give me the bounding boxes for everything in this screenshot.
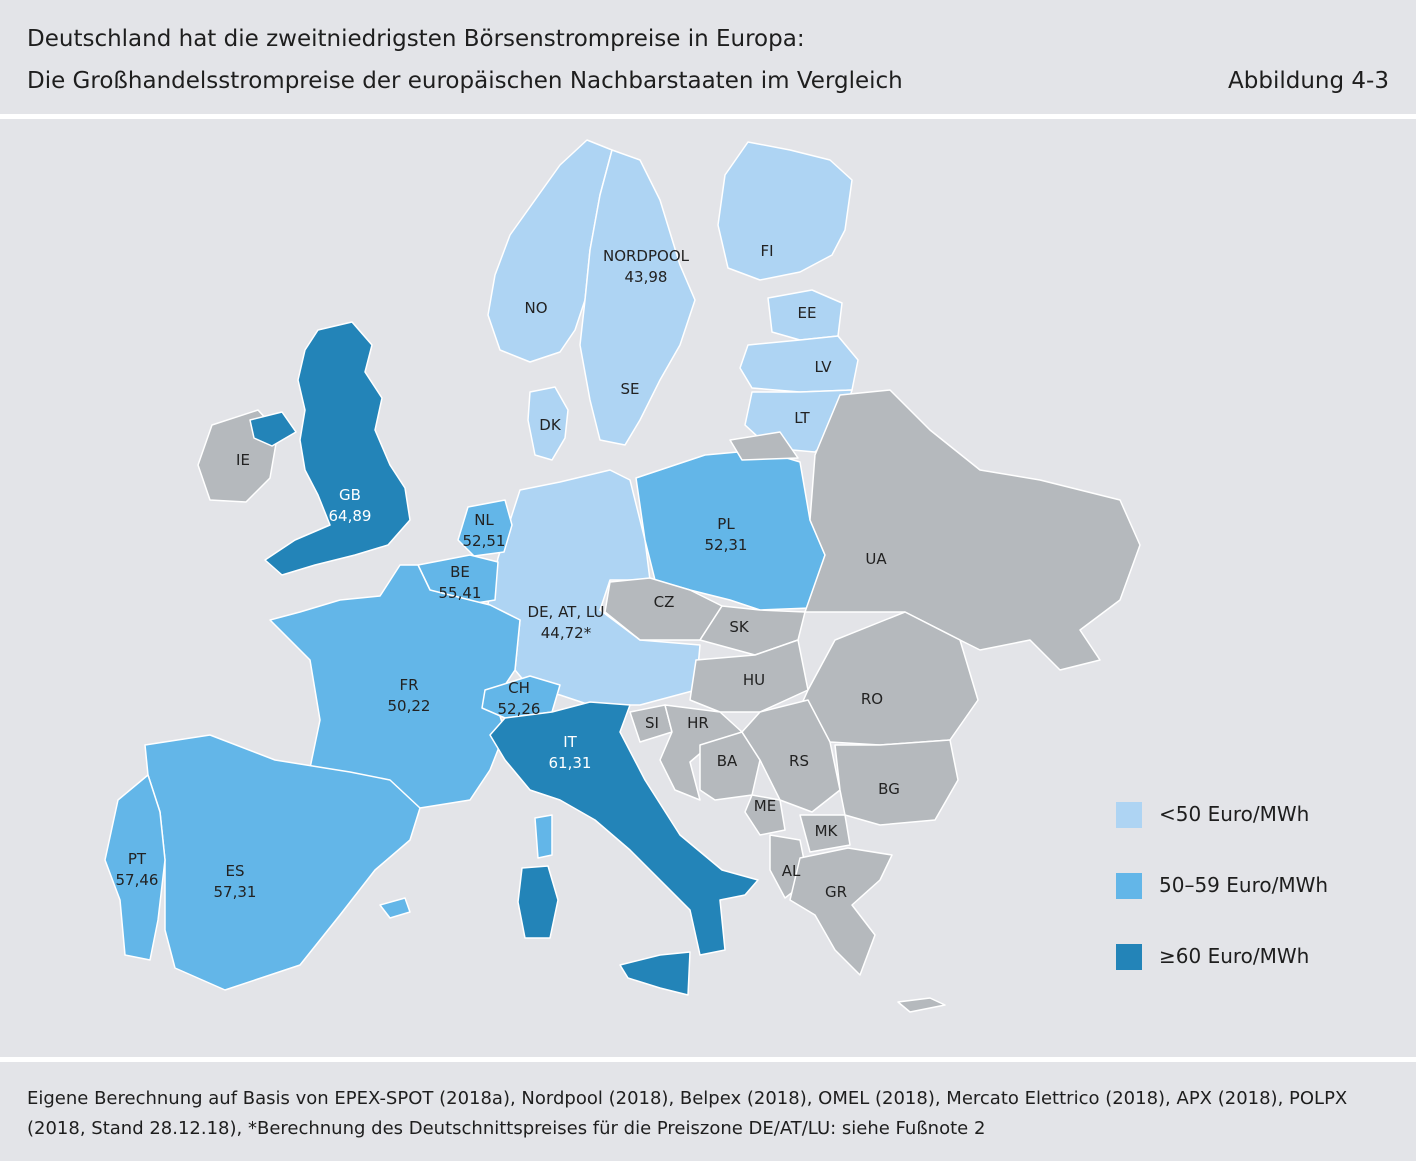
legend-label-low: <50 Euro/MWh — [1159, 802, 1310, 826]
source-line-2: (2018, Stand 28.12.18), *Berechnung des … — [27, 1118, 986, 1139]
figure-label: Abbildung 4-3 — [1228, 68, 1389, 94]
legend-swatch-high — [1116, 944, 1142, 970]
region-balearics — [379, 897, 411, 919]
label-ro: RO — [861, 690, 883, 708]
region-crete — [897, 997, 946, 1013]
region-kaliningrad — [729, 431, 799, 461]
region-bg — [834, 739, 959, 826]
label-gb: GB — [339, 486, 361, 504]
label-ee: EE — [798, 304, 817, 322]
region-mk — [799, 814, 851, 853]
region-me — [744, 794, 786, 836]
price-gb: 64,89 — [329, 507, 372, 525]
price-nordpool: 43,98 — [625, 268, 668, 286]
label-lt: LT — [794, 409, 810, 427]
price-fr: 50,22 — [388, 697, 431, 715]
legend-label-mid: 50–59 Euro/MWh — [1159, 873, 1329, 897]
label-bg: BG — [878, 780, 900, 798]
legend-swatch-low — [1116, 802, 1142, 828]
label-lv: LV — [815, 358, 833, 376]
price-it: 61,31 — [549, 754, 592, 772]
source-line-1: Eigene Berechnung auf Basis von EPEX-SPO… — [27, 1088, 1348, 1109]
label-sk: SK — [729, 618, 750, 636]
label-ua: UA — [865, 550, 887, 568]
legend-label-high: ≥60 Euro/MWh — [1159, 944, 1310, 968]
label-cz: CZ — [654, 593, 675, 611]
label-nl: NL — [474, 511, 494, 529]
label-fr: FR — [399, 676, 418, 694]
region-lv — [739, 335, 859, 393]
label-pl: PL — [717, 515, 735, 533]
price-pl: 52,31 — [705, 536, 748, 554]
region-corsica — [534, 814, 553, 859]
label-rs: RS — [789, 752, 809, 770]
price-es: 57,31 — [214, 883, 257, 901]
region-ua — [804, 389, 1141, 671]
top-separator — [0, 114, 1416, 119]
label-ba: BA — [717, 752, 738, 770]
region-dk — [527, 386, 569, 461]
label-dk: DK — [539, 416, 562, 434]
region-fi — [717, 141, 853, 281]
europe-map: NORDPOOL 43,98 NO SE FI DK EE LV LT GB 64,89 IE NL 52… — [104, 139, 1141, 1013]
source-note: Eigene Berechnung auf Basis von EPEX-SPO… — [27, 1084, 1397, 1144]
label-be: BE — [450, 563, 470, 581]
region-sardinia — [517, 865, 559, 939]
label-si: SI — [645, 714, 659, 732]
header: Deutschland hat die zweitniedrigsten Bör… — [0, 0, 1416, 114]
label-gr: GR — [825, 883, 847, 901]
region-gb — [264, 321, 411, 576]
region-it — [489, 701, 759, 956]
price-pt: 57,46 — [116, 871, 159, 889]
label-fi: FI — [760, 242, 773, 260]
label-nordpool: NORDPOOL — [603, 247, 690, 265]
label-mk: MK — [815, 822, 839, 840]
label-al: AL — [782, 862, 801, 880]
region-se — [579, 149, 696, 446]
label-pt: PT — [128, 850, 147, 868]
label-me: ME — [754, 797, 776, 815]
region-sicily — [619, 951, 691, 996]
label-it: IT — [563, 733, 577, 751]
label-se: SE — [621, 380, 640, 398]
label-ch: CH — [508, 679, 530, 697]
bottom-separator — [0, 1057, 1416, 1062]
label-hu: HU — [743, 671, 765, 689]
price-be: 55,41 — [439, 584, 482, 602]
label-de-at-lu: DE, AT, LU — [528, 603, 605, 621]
region-ni — [249, 411, 297, 447]
chart-subtitle: Die Großhandelsstrompreise der europäisc… — [27, 68, 903, 94]
region-rs — [741, 699, 841, 813]
label-es: ES — [226, 862, 245, 880]
region-gr — [789, 847, 893, 976]
label-no: NO — [524, 299, 547, 317]
price-nl: 52,51 — [463, 532, 506, 550]
region-nl — [457, 499, 513, 557]
map-labels: NORDPOOL 43,98 NO SE FI DK EE LV LT GB 64,89 IE NL 52… — [116, 242, 900, 901]
chart-title: Deutschland hat die zweitniedrigsten Bör… — [27, 26, 805, 52]
label-ie: IE — [236, 451, 250, 469]
price-ch: 52,26 — [498, 700, 541, 718]
region-pt — [104, 774, 166, 961]
region-hu — [689, 639, 809, 713]
label-hr: HR — [687, 714, 709, 732]
price-de-at-lu: 44,72* — [541, 624, 592, 642]
legend-swatch-mid — [1116, 873, 1142, 899]
